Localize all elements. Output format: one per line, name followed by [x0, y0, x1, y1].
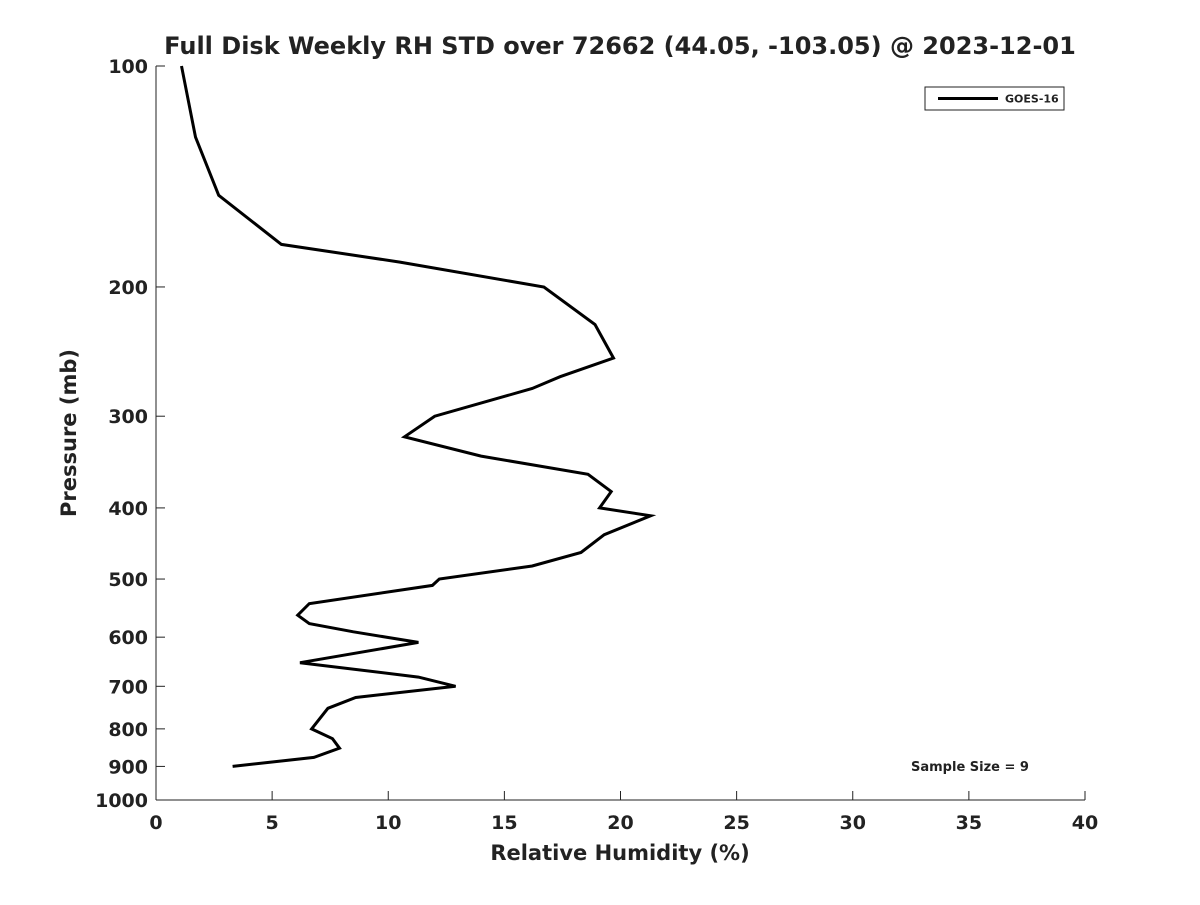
- y-tick-label: 1000: [95, 790, 148, 812]
- x-tick-label: 40: [1072, 812, 1098, 834]
- y-tick-label: 400: [108, 498, 148, 520]
- x-axis-label: Relative Humidity (%): [490, 841, 749, 865]
- y-tick-label: 700: [108, 676, 148, 698]
- legend-entry-goes-16: GOES-16: [1005, 93, 1059, 106]
- y-tick-label: 100: [108, 56, 148, 78]
- chart-title: Full Disk Weekly RH STD over 72662 (44.0…: [164, 32, 1076, 60]
- y-tick-label: 200: [108, 277, 148, 299]
- y-tick-label: 300: [108, 406, 148, 428]
- y-tick-label: 900: [108, 756, 148, 778]
- y-axis-ticks: 100 200 300 400 500 600 700 800 900 1000: [95, 56, 165, 812]
- y-axis-label: Pressure (mb): [57, 349, 81, 517]
- axes: [155, 66, 1085, 801]
- x-tick-label: 30: [840, 812, 866, 834]
- x-tick-label: 35: [956, 812, 982, 834]
- x-tick-label: 20: [607, 812, 633, 834]
- x-tick-label: 0: [149, 812, 162, 834]
- legend: GOES-16: [924, 86, 1065, 111]
- y-tick-label: 800: [108, 719, 148, 741]
- x-tick-label: 15: [491, 812, 517, 834]
- x-tick-label: 25: [723, 812, 749, 834]
- x-tick-label: 10: [375, 812, 401, 834]
- y-tick-label: 600: [108, 627, 148, 649]
- x-axis-ticks: 0 5 10 15 20 25 30 35 40: [149, 791, 1098, 834]
- sample-size-annotation: Sample Size = 9: [911, 760, 1029, 775]
- series-layer: [180, 65, 657, 768]
- x-tick-label: 5: [266, 812, 279, 834]
- series-line-goes-16: [180, 65, 657, 768]
- y-tick-label: 500: [108, 569, 148, 591]
